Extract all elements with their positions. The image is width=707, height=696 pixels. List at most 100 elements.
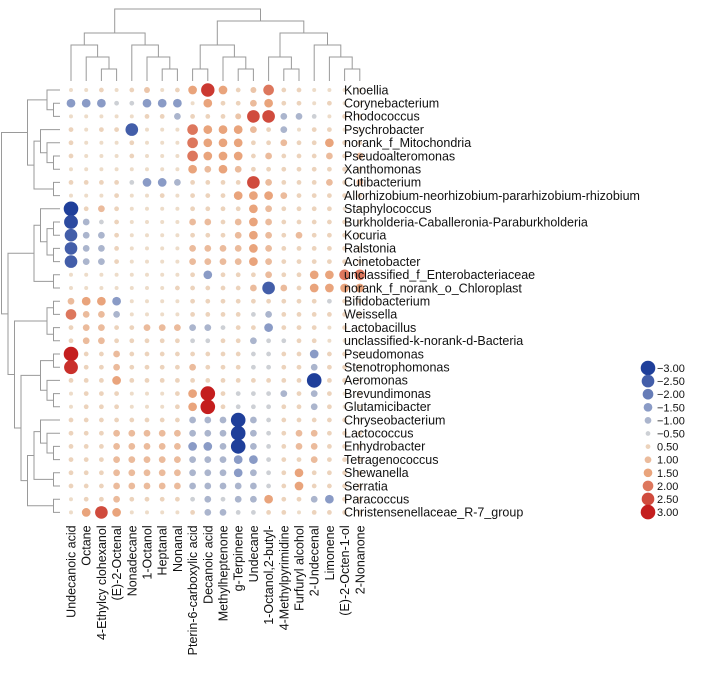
heatmap-cell [296, 140, 302, 146]
heatmap-cell [145, 206, 149, 211]
row-label: norank_f_Mitochondria [344, 136, 471, 150]
heatmap-cell [309, 270, 319, 280]
heatmap-cell [327, 338, 332, 343]
heatmap-cell [327, 166, 332, 172]
heatmap-cell [145, 391, 149, 396]
heatmap-cell [205, 298, 211, 304]
legend-swatch [645, 444, 651, 449]
heatmap-cell [82, 311, 90, 318]
heatmap-cell [342, 180, 347, 185]
heatmap-cell [235, 378, 241, 383]
heatmap-cell [296, 246, 302, 251]
dendrogram-branch [192, 68, 209, 81]
heatmap-cell [204, 456, 212, 463]
heatmap-cell [327, 351, 332, 357]
dendrogram-branch [53, 155, 60, 170]
heatmap-cell [112, 296, 121, 306]
heatmap-cell [247, 110, 260, 123]
heatmap-cell [357, 365, 362, 370]
heatmap-cell [251, 140, 256, 146]
heatmap-cell [160, 127, 165, 132]
heatmap-cell [327, 483, 332, 489]
heatmap-cell [327, 457, 332, 462]
heatmap-cell [281, 510, 287, 515]
heatmap-cell [68, 127, 74, 132]
heatmap-cell [84, 127, 89, 132]
heatmap-cell [68, 338, 74, 344]
heatmap-cell [99, 404, 104, 410]
heatmap-cell [190, 496, 195, 502]
heatmap-cell [281, 166, 287, 172]
heatmap-cell [69, 167, 73, 172]
column-label: Octane [80, 525, 94, 565]
heatmap-cell [296, 404, 302, 410]
heatmap-cell [296, 166, 302, 172]
heatmap-cell [250, 482, 257, 490]
heatmap-cell [160, 88, 165, 92]
column-label: (E)-2-Octen-1-ol [338, 525, 352, 615]
heatmap-cell [220, 325, 226, 330]
heatmap-cell [114, 259, 119, 264]
heatmap-cell [159, 364, 165, 370]
row-label: Lactococcus [344, 427, 413, 441]
heatmap-cell [190, 193, 195, 198]
heatmap-cell [204, 429, 212, 437]
dendrogram-branch [53, 221, 60, 236]
row-label: Ralstonia [344, 242, 396, 256]
heatmap-cell [114, 325, 119, 330]
heatmap-cell [113, 482, 120, 490]
heatmap-cell [296, 457, 302, 462]
heatmap-cell [220, 100, 226, 106]
heatmap-cell [357, 352, 362, 356]
heatmap-cell [128, 482, 136, 490]
heatmap-cell [357, 193, 363, 198]
heatmap-cell [357, 101, 362, 106]
heatmap-cell [220, 114, 226, 119]
row-label: Glutamicibacter [344, 400, 431, 414]
heatmap-cell [203, 138, 213, 148]
heatmap-cell [234, 245, 242, 252]
heatmap-cell [357, 496, 363, 502]
heatmap-cell [160, 246, 165, 251]
heatmap-cell [83, 391, 89, 396]
heatmap-cell [68, 457, 74, 462]
heatmap-cell [160, 233, 165, 238]
heatmap-cell [175, 312, 180, 317]
heatmap-cell [83, 378, 89, 383]
heatmap-cell [99, 470, 104, 476]
heatmap-cell [266, 430, 271, 436]
heatmap-cell [129, 299, 134, 304]
heatmap-cell [143, 429, 151, 437]
heatmap-cell [296, 180, 302, 185]
heatmap-cell [296, 351, 302, 357]
heatmap-cell [188, 389, 197, 398]
heatmap-cell [143, 324, 151, 331]
heatmap-cell [357, 219, 363, 225]
heatmap-cell [83, 430, 89, 436]
heatmap-cell [280, 192, 288, 199]
heatmap-cell [174, 443, 181, 450]
heatmap-cell [266, 404, 271, 410]
heatmap-cell [295, 429, 303, 437]
heatmap-cell [114, 114, 119, 119]
heatmap-cell [68, 140, 74, 146]
heatmap-cell [159, 114, 165, 119]
heatmap-cell [296, 193, 302, 198]
heatmap-cell [220, 364, 226, 370]
heatmap-cell [205, 364, 211, 370]
heatmap-cell [280, 126, 288, 133]
heatmap-cell [326, 152, 333, 160]
heatmap-cell [235, 298, 241, 304]
heatmap-cell [265, 258, 272, 265]
heatmap-cell [247, 176, 260, 189]
heatmap-cell [173, 98, 182, 108]
heatmap-cell [84, 167, 89, 172]
heatmap-cell [129, 351, 135, 357]
heatmap-cell [281, 417, 287, 423]
heatmap-cell [296, 285, 302, 291]
column-label: Furfuryl alcohol [293, 525, 307, 610]
heatmap-cell [327, 364, 332, 370]
heatmap-cell [234, 218, 242, 226]
row-label: Rhodococcus [344, 110, 420, 124]
heatmap-cell [99, 272, 104, 277]
